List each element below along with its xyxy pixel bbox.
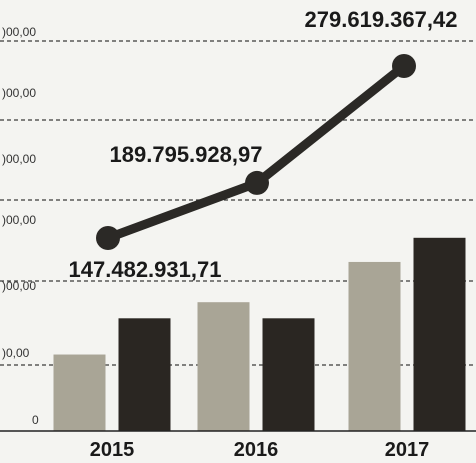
y-tick-label: )00,00 (2, 279, 36, 293)
x-tick-label: 2017 (385, 439, 430, 461)
y-tick-label: )00,00 (2, 213, 36, 227)
bar-series-1-2017 (348, 261, 401, 431)
bar-series-2-2017 (413, 237, 466, 431)
line-point-2017 (392, 54, 416, 78)
line-data-label: 279.619.367,42 (305, 7, 458, 32)
bar-series-2-2016 (262, 318, 315, 431)
labels-group: )00,00 )00,00 )00,00 )00,00 )00,00 )0,00 0 2015… (2, 7, 457, 461)
y-tick-label: )00,00 (2, 25, 36, 39)
y-tick-label: )00,00 (2, 86, 36, 100)
x-tick-label: 2015 (90, 439, 135, 461)
y-tick-label: 0 (32, 413, 39, 427)
bar-series-1-2016 (197, 302, 250, 431)
bar-series-1-2015 (53, 354, 106, 431)
bars-group (53, 237, 466, 431)
y-tick-label: )0,00 (2, 346, 30, 360)
x-tick-label: 2016 (234, 439, 279, 461)
bar-series-2-2015 (118, 318, 171, 431)
y-tick-label: )00,00 (2, 152, 36, 166)
line-point-2016 (245, 170, 269, 195)
line-point-2015 (96, 226, 120, 250)
line-data-label: 147.482.931,71 (69, 257, 222, 282)
line-series-group (96, 54, 416, 250)
line-data-label: 189.795.928,97 (110, 142, 263, 167)
